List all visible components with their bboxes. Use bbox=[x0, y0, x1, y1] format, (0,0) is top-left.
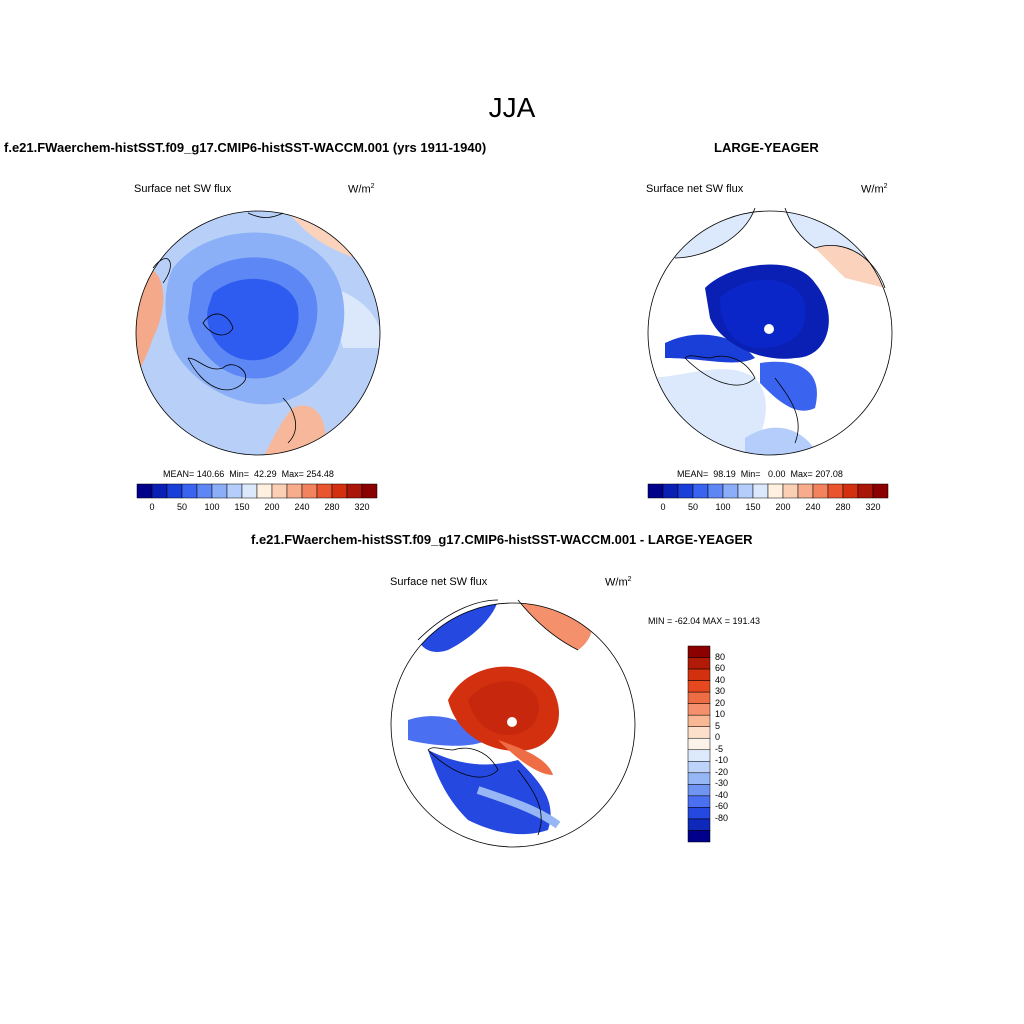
colorbar-swatch bbox=[662, 483, 679, 499]
colorbar-tick-label: 20 bbox=[715, 697, 726, 708]
colorbar-tick-label: 280 bbox=[324, 502, 340, 512]
colorbar-tick-label: 40 bbox=[715, 674, 726, 685]
panel1-variable-label: Surface net SW flux bbox=[134, 183, 232, 195]
colorbar-swatch bbox=[812, 483, 829, 499]
colorbar-swatch bbox=[346, 483, 363, 499]
colorbar-swatch bbox=[827, 483, 844, 499]
colorbar-tick-label: 0 bbox=[715, 732, 721, 743]
colorbar-swatch bbox=[737, 483, 754, 499]
colorbar-swatch bbox=[687, 772, 711, 785]
panel1-polar-map bbox=[135, 210, 381, 456]
colorbar-swatch bbox=[151, 483, 168, 499]
colorbar-tick-label: 240 bbox=[294, 502, 310, 512]
colorbar-swatch bbox=[687, 795, 711, 808]
colorbar-tick-label: 0 bbox=[149, 502, 155, 512]
colorbar-swatch bbox=[872, 483, 889, 499]
colorbar-swatch bbox=[687, 657, 711, 670]
colorbar-swatch bbox=[136, 483, 153, 499]
colorbar-swatch bbox=[226, 483, 243, 499]
colorbar-swatch bbox=[181, 483, 198, 499]
colorbar-tick-label: 5 bbox=[715, 720, 721, 731]
colorbar-swatch bbox=[767, 483, 784, 499]
colorbar-swatch bbox=[782, 483, 799, 499]
colorbar-swatch bbox=[687, 784, 711, 797]
colorbar-swatch bbox=[692, 483, 709, 499]
colorbar-tick-label: 30 bbox=[715, 686, 726, 697]
panel2-title: LARGE-YEAGER bbox=[714, 140, 819, 155]
colorbar-swatch bbox=[842, 483, 859, 499]
colorbar-swatch bbox=[687, 668, 711, 681]
colorbar-swatch bbox=[687, 714, 711, 727]
colorbar-swatch bbox=[647, 483, 664, 499]
panel3-units-label: W/m2 bbox=[605, 576, 632, 589]
panel3-stats: MIN = -62.04 MAX = 191.43 bbox=[648, 616, 761, 626]
colorbar-tick-label: 240 bbox=[805, 502, 821, 512]
colorbar-swatch bbox=[687, 749, 711, 762]
colorbar-tick-label: 200 bbox=[264, 502, 280, 512]
colorbar-swatch bbox=[687, 737, 711, 751]
colorbar-swatch bbox=[361, 483, 378, 499]
colorbar-swatch bbox=[857, 483, 874, 499]
panel1-units-label: W/m2 bbox=[348, 183, 375, 196]
colorbar-tick-label: 50 bbox=[176, 502, 187, 512]
panel2-polar-map bbox=[647, 207, 893, 456]
colorbar-swatch bbox=[687, 680, 711, 693]
colorbar-swatch bbox=[722, 483, 739, 499]
panel3-title: f.e21.FWaerchem-histSST.f09_g17.CMIP6-hi… bbox=[251, 532, 753, 547]
colorbar-tick-label: 150 bbox=[745, 502, 761, 512]
colorbar-swatch bbox=[211, 483, 228, 499]
colorbar-swatch bbox=[687, 807, 711, 820]
colorbar-swatch bbox=[316, 483, 333, 499]
panel2-colorbar bbox=[647, 483, 889, 499]
colorbar-tick-label: 50 bbox=[687, 502, 698, 512]
colorbar-tick-label: 320 bbox=[865, 502, 881, 512]
colorbar-tick-label: 60 bbox=[715, 663, 726, 674]
panel3-colorbar bbox=[687, 645, 711, 843]
colorbar-tick-label: -10 bbox=[715, 755, 729, 766]
colorbar-swatch bbox=[687, 645, 711, 658]
panel3-polar-map bbox=[390, 599, 636, 848]
colorbar-swatch bbox=[752, 483, 769, 499]
colorbar-swatch bbox=[331, 483, 348, 499]
panel1-title: f.e21.FWaerchem-histSST.f09_g17.CMIP6-hi… bbox=[4, 140, 487, 155]
colorbar-swatch bbox=[271, 483, 288, 499]
colorbar-swatch bbox=[707, 483, 724, 499]
colorbar-tick-label: 0 bbox=[660, 502, 666, 512]
colorbar-tick-label: 100 bbox=[204, 502, 220, 512]
colorbar-swatch bbox=[797, 483, 814, 499]
colorbar-tick-label: -5 bbox=[715, 743, 724, 754]
colorbar-tick-label: 280 bbox=[835, 502, 851, 512]
colorbar-tick-label: 150 bbox=[234, 502, 250, 512]
colorbar-swatch bbox=[241, 483, 258, 499]
colorbar-swatch bbox=[166, 483, 183, 499]
colorbar-swatch bbox=[196, 483, 213, 499]
colorbar-tick-label: -40 bbox=[715, 789, 729, 800]
colorbar-tick-label: -20 bbox=[715, 766, 729, 777]
panel2-stats: MEAN= 98.19 Min= 0.00 Max= 207.08 bbox=[677, 469, 843, 479]
colorbar-tick-label: 320 bbox=[354, 502, 370, 512]
colorbar-tick-label: 100 bbox=[715, 502, 731, 512]
colorbar-tick-label: 80 bbox=[715, 651, 726, 662]
panel1-colorbar bbox=[136, 483, 378, 499]
colorbar-tick-label: -30 bbox=[715, 778, 729, 789]
colorbar-swatch bbox=[687, 830, 711, 843]
colorbar-swatch bbox=[256, 483, 273, 499]
colorbar-swatch bbox=[687, 703, 711, 716]
colorbar-tick-label: -80 bbox=[715, 812, 729, 823]
panel1-stats: MEAN= 140.66 Min= 42.29 Max= 254.48 bbox=[163, 469, 334, 479]
colorbar-swatch bbox=[677, 483, 694, 499]
page-title: JJA bbox=[488, 92, 536, 123]
colorbar-swatch bbox=[687, 691, 711, 704]
colorbar-swatch bbox=[687, 761, 711, 774]
colorbar-swatch bbox=[286, 483, 303, 499]
colorbar-swatch bbox=[301, 483, 318, 499]
panel2-units-label: W/m2 bbox=[861, 183, 888, 196]
colorbar-tick-label: 200 bbox=[775, 502, 791, 512]
colorbar-tick-label: 10 bbox=[715, 709, 726, 720]
colorbar-swatch bbox=[687, 818, 711, 831]
panel3-variable-label: Surface net SW flux bbox=[390, 576, 488, 588]
panel2-variable-label: Surface net SW flux bbox=[646, 183, 744, 195]
colorbar-swatch bbox=[687, 726, 711, 739]
colorbar-tick-label: -60 bbox=[715, 801, 729, 812]
